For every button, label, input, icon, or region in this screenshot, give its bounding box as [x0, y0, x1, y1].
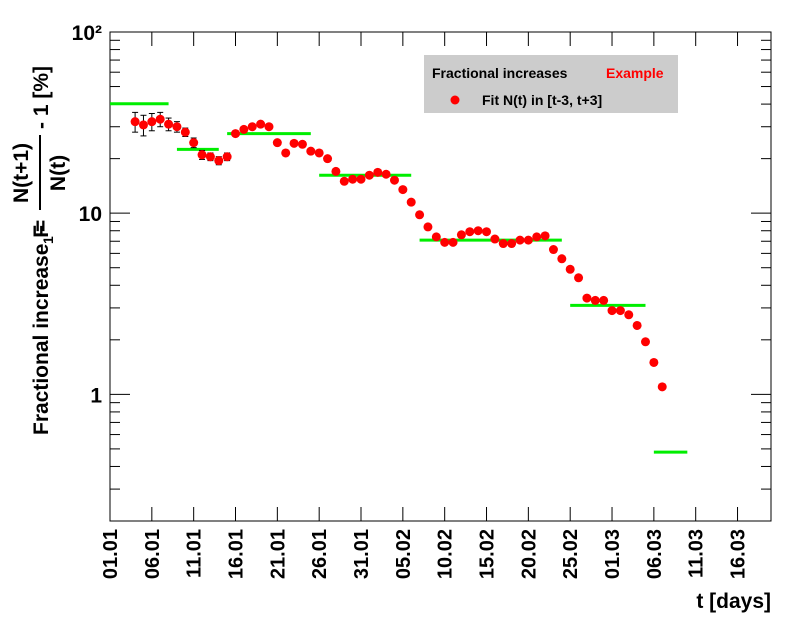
x-tick-label: 25.02 — [560, 529, 582, 579]
point — [548, 245, 558, 255]
point — [239, 124, 249, 134]
point — [523, 235, 533, 245]
x-axis-label: t [days] — [696, 590, 771, 613]
point — [398, 185, 408, 195]
x-tick-label: 01.03 — [602, 529, 624, 579]
point — [314, 148, 324, 158]
point — [331, 166, 341, 176]
point — [640, 337, 650, 347]
y-axis-label: Fractional increase F 1 = N(t+1) N(t) - … — [10, 66, 70, 435]
point — [222, 152, 232, 162]
x-tick-label: 01.01 — [100, 529, 122, 579]
point — [607, 306, 617, 316]
point — [465, 227, 475, 237]
point — [356, 174, 366, 184]
y-tick-label: 10 — [79, 203, 102, 226]
y-label-tail: - 1 [%] — [30, 66, 53, 129]
y-tick-label: 1 — [90, 384, 102, 407]
x-tick-label: 11.01 — [184, 529, 206, 578]
x-tick-label: 10.02 — [435, 529, 457, 579]
point — [155, 114, 165, 124]
point — [272, 138, 282, 148]
y-label-numerator: N(t+1) — [10, 143, 33, 203]
x-tick-label: 16.01 — [226, 529, 248, 579]
x-tick-label: 16.03 — [728, 529, 750, 579]
point — [289, 138, 299, 148]
y-label-denominator: N(t) — [47, 155, 70, 191]
point — [657, 382, 667, 392]
point — [373, 167, 383, 177]
x-tick-label: 20.02 — [518, 529, 540, 579]
point — [440, 237, 450, 247]
point — [256, 119, 266, 129]
point — [147, 117, 157, 127]
point — [456, 230, 466, 240]
point — [205, 152, 215, 162]
x-tick-label: 15.02 — [477, 529, 499, 579]
point — [348, 174, 358, 184]
point — [231, 129, 241, 139]
point — [498, 239, 508, 249]
point — [264, 122, 274, 132]
point — [164, 119, 174, 129]
plot-frame — [109, 31, 772, 522]
point — [540, 231, 550, 241]
x-tick-label: 06.01 — [142, 529, 164, 579]
point — [306, 146, 316, 156]
point — [490, 234, 500, 244]
point — [189, 138, 199, 148]
point — [180, 127, 190, 137]
point — [557, 254, 567, 264]
point — [406, 197, 416, 207]
point — [415, 210, 425, 220]
point — [473, 226, 483, 236]
point — [624, 310, 634, 320]
x-tick-label: 06.03 — [644, 529, 666, 579]
point — [515, 235, 525, 245]
y-label-sub: 1 — [40, 236, 56, 244]
legend-tag: Example — [606, 65, 664, 81]
point — [323, 154, 333, 164]
y-label-text: Fractional increase F — [30, 225, 53, 435]
point — [197, 150, 207, 160]
point — [565, 264, 575, 274]
point — [448, 237, 458, 247]
x-tick-label: 21.01 — [267, 529, 289, 579]
point — [582, 293, 592, 303]
point — [632, 320, 642, 330]
point — [297, 139, 307, 149]
point — [482, 227, 492, 237]
point — [532, 232, 542, 242]
point — [130, 117, 140, 127]
point — [381, 169, 391, 179]
point — [172, 122, 182, 132]
point — [507, 239, 517, 249]
legend-marker — [450, 95, 460, 105]
point — [389, 175, 399, 185]
y-label-eq: = — [30, 220, 53, 232]
x-tick-label: 05.02 — [393, 529, 415, 579]
legend-title: Fractional increases — [432, 65, 568, 81]
point — [138, 120, 148, 130]
point — [214, 156, 224, 166]
x-tick-label: 26.01 — [309, 529, 331, 579]
point — [281, 148, 291, 158]
legend-box — [424, 55, 678, 113]
point — [431, 232, 441, 242]
y-tick-label: 10² — [72, 22, 102, 45]
point — [423, 222, 433, 232]
x-tick-label: 31.01 — [351, 529, 373, 579]
x-tick-label: 11.03 — [686, 529, 708, 578]
point — [615, 306, 625, 316]
point — [599, 295, 609, 305]
point — [339, 176, 349, 186]
point — [364, 170, 374, 180]
point — [247, 122, 257, 132]
point — [590, 295, 600, 305]
legend-entry: Fit N(t) in [t-3, t+3] — [482, 92, 602, 108]
point — [649, 357, 659, 367]
point — [574, 273, 584, 283]
